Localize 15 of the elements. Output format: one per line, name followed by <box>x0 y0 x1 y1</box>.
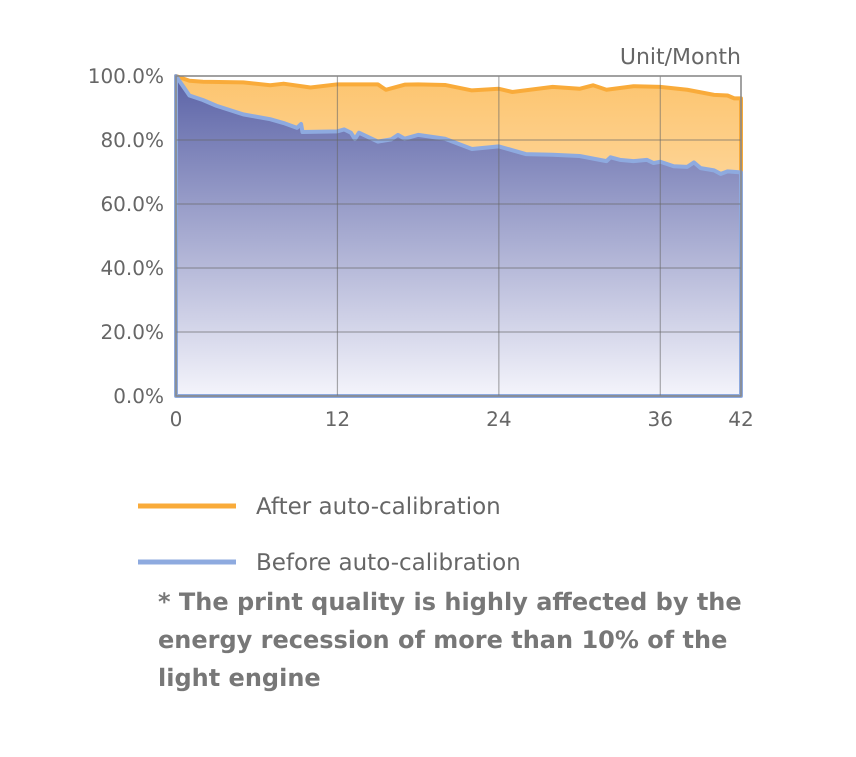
y-tick-label: 0.0% <box>113 384 164 408</box>
x-tick-label: 24 <box>486 407 512 431</box>
y-tick-label: 80.0% <box>100 128 164 152</box>
y-tick-label: 60.0% <box>100 192 164 216</box>
legend-label: Before auto-calibration <box>256 550 521 576</box>
y-tick-label: 40.0% <box>100 256 164 280</box>
x-axis-title: Unit/Month <box>620 45 741 70</box>
legend-label: After auto-calibration <box>256 494 501 520</box>
x-tick-label: 42 <box>728 407 754 431</box>
x-tick-label: 36 <box>648 407 674 431</box>
y-tick-label: 100.0% <box>88 64 164 88</box>
y-tick-label: 20.0% <box>100 320 164 344</box>
x-tick-label: 12 <box>324 407 350 431</box>
x-tick-label: 0 <box>170 407 182 431</box>
text: * The print quality is highly affected by the energy recession of more than 10% of the light engine <box>158 588 742 692</box>
